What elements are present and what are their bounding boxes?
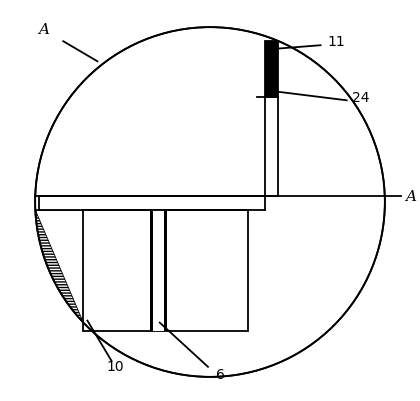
- Text: 11: 11: [328, 35, 346, 49]
- Polygon shape: [265, 42, 278, 98]
- Polygon shape: [153, 211, 164, 331]
- Polygon shape: [164, 211, 168, 331]
- Polygon shape: [150, 211, 153, 331]
- Polygon shape: [265, 98, 278, 196]
- Text: 10: 10: [107, 359, 124, 373]
- Polygon shape: [84, 211, 248, 331]
- Polygon shape: [39, 196, 265, 211]
- Text: A: A: [405, 190, 416, 203]
- Polygon shape: [35, 28, 385, 377]
- Text: 6: 6: [215, 367, 224, 381]
- Text: 24: 24: [352, 91, 370, 105]
- Polygon shape: [35, 211, 84, 323]
- Text: A: A: [38, 23, 49, 37]
